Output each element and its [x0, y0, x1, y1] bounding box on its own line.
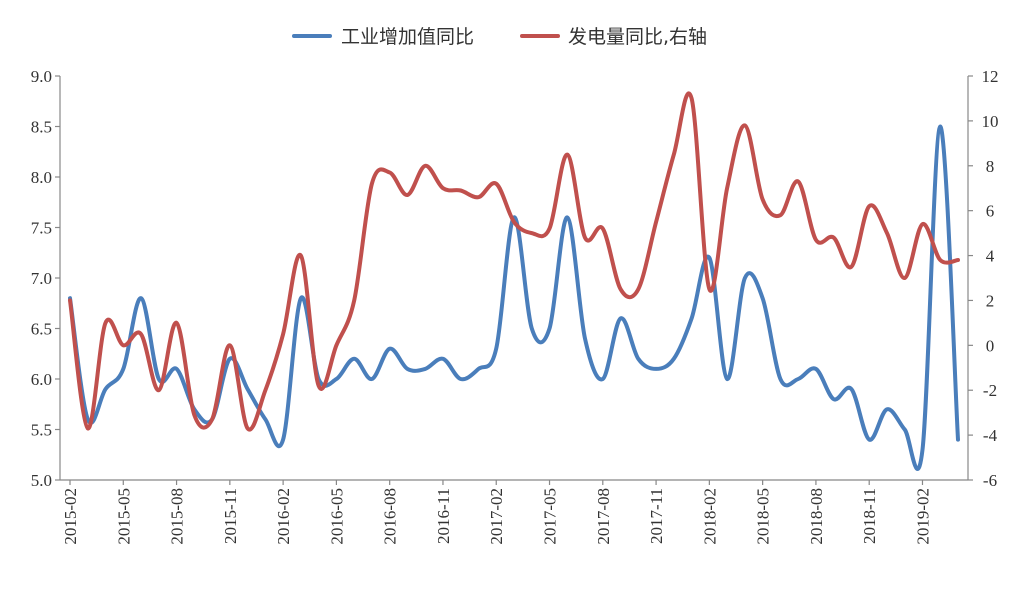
x-tick-label: 2017-08: [594, 488, 613, 545]
plot-area: [68, 91, 960, 471]
left-tick-label: 7.5: [31, 219, 52, 238]
right-tick-label: 8: [986, 157, 995, 176]
right-tick-label: 0: [986, 336, 995, 355]
left-tick-label: 8.5: [31, 118, 52, 137]
x-tick-label: 2017-11: [647, 488, 666, 544]
right-tick-label: 4: [986, 247, 995, 266]
right-axis-ticks: -6 -4 -2 0 2 4 6 8 10 12: [968, 67, 999, 490]
x-tick-label: 2018-08: [807, 488, 826, 545]
right-tick-label: 12: [982, 67, 999, 86]
left-tick-label: 5.5: [31, 421, 52, 440]
legend: 工业增加值同比 发电量同比,右轴: [292, 26, 707, 48]
x-tick-label: 2016-08: [381, 488, 400, 545]
legend-label-industrial: 工业增加值同比: [341, 26, 474, 48]
left-tick-label: 9.0: [31, 67, 52, 86]
x-tick-label: 2015-05: [114, 488, 133, 545]
x-tick-label: 2015-02: [61, 488, 80, 545]
x-tick-label: 2018-11: [860, 488, 879, 544]
x-tick-label: 2018-05: [754, 488, 773, 545]
right-tick-label: 2: [986, 291, 995, 310]
left-tick-label: 6.0: [31, 370, 52, 389]
x-tick-label: 2018-02: [700, 488, 719, 545]
x-tick-label: 2019-02: [913, 488, 932, 545]
left-tick-label: 6.5: [31, 320, 52, 339]
left-axis-ticks: 5.0 5.5 6.0 6.5 7.0 7.5 8.0 8.5 9.0: [31, 67, 60, 490]
left-tick-label: 7.0: [31, 269, 52, 288]
x-axis-ticks: 2015-02 2015-05 2015-08 2015-11 2016-02 2016-…: [61, 480, 932, 545]
right-tick-label: -2: [983, 381, 997, 400]
x-tick-label: 2016-11: [434, 488, 453, 544]
x-tick-label: 2017-05: [541, 488, 560, 545]
right-tick-label: 10: [982, 112, 999, 131]
x-tick-label: 2015-11: [221, 488, 240, 544]
x-tick-label: 2017-02: [487, 488, 506, 545]
x-tick-label: 2016-05: [327, 488, 346, 545]
power-generation-line: [68, 91, 960, 432]
x-tick-label: 2015-08: [168, 488, 187, 545]
industrial-value-added-line: [68, 124, 960, 471]
x-tick-label: 2016-02: [274, 488, 293, 545]
left-tick-label: 8.0: [31, 168, 52, 187]
right-tick-label: -4: [983, 426, 998, 445]
right-tick-label: 6: [986, 202, 995, 221]
legend-label-power: 发电量同比,右轴: [568, 26, 707, 48]
right-tick-label: -6: [983, 471, 997, 490]
left-tick-label: 5.0: [31, 471, 52, 490]
